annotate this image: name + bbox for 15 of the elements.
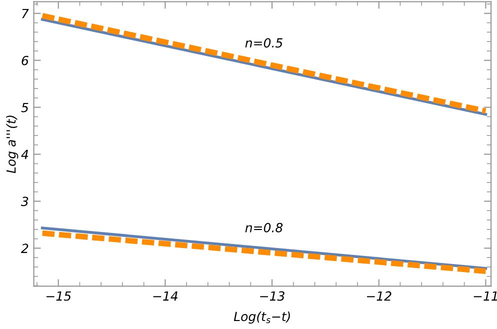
x-axis-title: Log(t$_{s}$−t) bbox=[234, 312, 290, 324]
x-tick-label: −14 bbox=[153, 291, 178, 301]
x-tick-label: −11 bbox=[474, 291, 497, 301]
x-tick-label: −13 bbox=[260, 291, 284, 301]
x-tick-label: −12 bbox=[366, 291, 392, 301]
y-tick-label: 5 bbox=[21, 102, 28, 112]
y-axis-title: Log a'''(t) bbox=[6, 116, 18, 174]
y-tick-label: 4 bbox=[21, 150, 28, 160]
y-tick-label: 7 bbox=[22, 9, 29, 18]
y-tick-label: 6 bbox=[22, 56, 28, 66]
x-tick-label: −15 bbox=[46, 291, 71, 301]
y-tick-label: 3 bbox=[21, 196, 28, 206]
annotation: n=0.5 bbox=[245, 38, 282, 48]
annotation: n=0.8 bbox=[245, 222, 283, 232]
y-tick-label: 2 bbox=[21, 244, 28, 253]
